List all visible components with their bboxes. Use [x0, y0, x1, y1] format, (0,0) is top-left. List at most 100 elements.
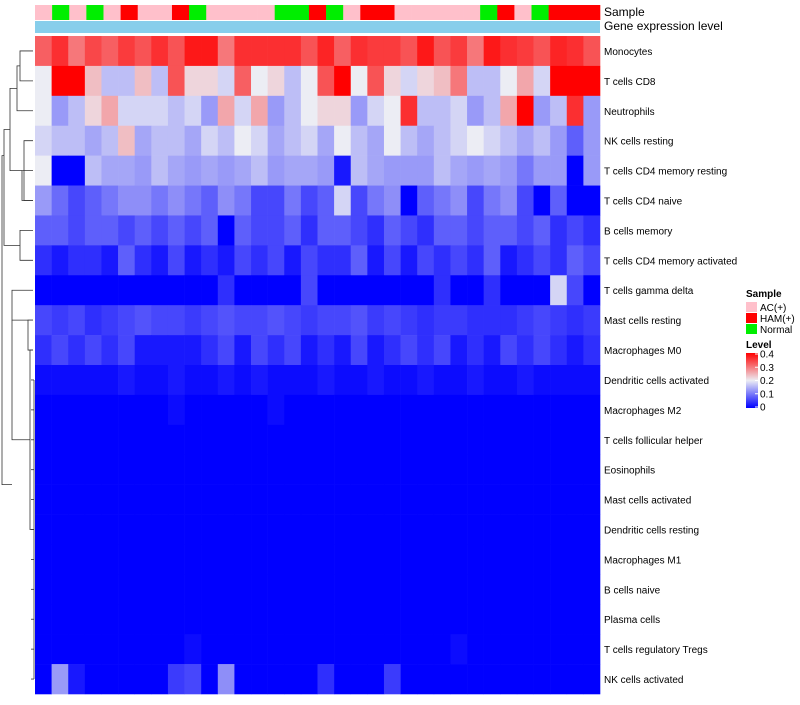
heatmap-cell	[68, 634, 86, 665]
heatmap-cell	[317, 484, 335, 515]
heatmap-cell	[167, 604, 185, 635]
heatmap-cell	[84, 95, 102, 127]
heatmap-cell	[583, 36, 601, 67]
heatmap-cell	[151, 275, 169, 306]
heatmap-cell	[383, 125, 401, 156]
heatmap-cell	[35, 185, 52, 216]
heatmap-cell	[550, 394, 568, 426]
heatmap-cell	[234, 65, 252, 97]
heatmap-cell	[68, 125, 86, 156]
sample-annotation-cell	[445, 5, 464, 20]
heatmap-cell	[450, 36, 468, 67]
heatmap-cell	[317, 275, 335, 306]
heatmap-cell	[383, 215, 401, 246]
heatmap-cell	[367, 275, 385, 306]
heatmap-cell	[68, 245, 86, 276]
heatmap-cell	[450, 604, 468, 635]
heatmap-cell	[284, 604, 302, 635]
heatmap-cell	[134, 65, 152, 97]
heatmap-cell	[433, 604, 451, 635]
heatmap-cell	[334, 36, 352, 67]
heatmap-cell	[217, 514, 235, 545]
heatmap-cell	[367, 65, 385, 97]
heatmap-cell	[350, 604, 368, 635]
legend-sample-swatch	[746, 302, 757, 312]
heatmap-cell	[483, 424, 501, 456]
legend-tick-label: 0.2	[760, 376, 774, 387]
heatmap-cell	[251, 185, 268, 216]
row-dendrogram	[1, 50, 35, 680]
row-labels: Monocytes T cells CD8 Neutrophils NK cells …	[604, 47, 737, 686]
heatmap-cell	[51, 36, 69, 67]
heatmap-cell	[101, 215, 119, 246]
heatmap-cell	[450, 454, 468, 485]
heatmap-cell	[51, 664, 69, 695]
heatmap-cell	[217, 454, 235, 485]
heatmap-cell	[334, 335, 352, 366]
heatmap-cell	[101, 604, 119, 635]
heatmap-cell	[234, 484, 252, 515]
heatmap-cell	[51, 604, 69, 635]
heatmap-cell	[234, 634, 252, 665]
heatmap-cell	[267, 36, 285, 67]
heatmap-cell	[467, 275, 484, 306]
heatmap-cell	[450, 424, 468, 456]
sample-annotation-cell	[531, 5, 549, 20]
heatmap-cell	[284, 36, 302, 67]
heatmap-cell	[167, 394, 185, 426]
heatmap-cell	[118, 125, 136, 156]
heatmap-cell	[134, 574, 152, 605]
sample-annotation-cell	[308, 5, 327, 20]
heatmap-cell	[583, 484, 601, 515]
heatmap-cell	[350, 454, 368, 485]
heatmap-cell	[383, 365, 401, 396]
heatmap-cell	[450, 634, 468, 665]
heatmap-cell	[500, 664, 518, 695]
heatmap-cell	[201, 125, 219, 156]
heatmap-cell	[334, 664, 352, 695]
heatmap-cell	[433, 365, 451, 396]
heatmap-cell	[118, 155, 136, 186]
heatmap-cell	[251, 275, 268, 306]
dendrogram-branch	[3, 129, 20, 246]
row-label: T cells regulatory Tregs	[604, 645, 708, 656]
heatmap-cell	[101, 664, 119, 695]
heatmap-cell	[184, 484, 202, 515]
heatmap-cell	[433, 95, 451, 127]
heatmap-cell	[267, 574, 285, 605]
heatmap-cell	[101, 305, 119, 336]
heatmap-cell	[234, 544, 252, 575]
heatmap-cell	[184, 634, 202, 665]
heatmap-cell	[184, 574, 202, 605]
heatmap-cell	[51, 65, 69, 97]
heatmap-cell	[367, 484, 385, 515]
heatmap-cell	[217, 275, 235, 306]
legend-level-ticks: 0.4 0.3 0.2 0.1 0	[755, 350, 774, 414]
heatmap-cell	[267, 215, 285, 246]
heatmap-cell	[151, 454, 169, 485]
sample-annotation-cell	[343, 5, 361, 20]
heatmap-cell	[516, 155, 534, 186]
sample-annotation-cell	[274, 5, 293, 20]
heatmap-cell	[267, 424, 285, 456]
heatmap-cell	[35, 95, 52, 127]
heatmap-cell	[151, 335, 169, 366]
heatmap-cell	[201, 155, 219, 186]
heatmap-cell	[533, 155, 551, 186]
heatmap-cell	[284, 125, 302, 156]
heatmap-cell	[583, 394, 601, 426]
heatmap-cell	[84, 634, 102, 665]
heatmap-cell	[433, 36, 451, 67]
heatmap-cell	[234, 514, 252, 545]
heatmap-cell	[417, 544, 435, 575]
heatmap-cell	[134, 514, 152, 545]
heatmap-cell	[234, 305, 252, 336]
heatmap-cell	[184, 305, 202, 336]
heatmap-cell	[334, 275, 352, 306]
sample-annotation-cell	[137, 5, 156, 20]
heatmap-cell	[284, 424, 302, 456]
heatmap-cell	[533, 454, 551, 485]
heatmap-cell	[300, 95, 318, 127]
heatmap-cell	[267, 664, 285, 695]
